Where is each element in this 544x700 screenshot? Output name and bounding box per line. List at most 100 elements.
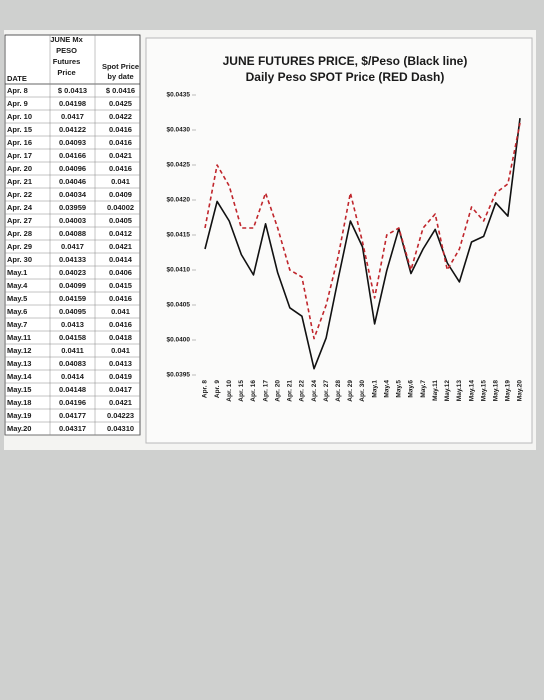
y-tick-label: $0.0420 — [167, 197, 191, 204]
cell: 0.04083 — [59, 359, 86, 368]
cell: Apr. 8 — [7, 86, 28, 95]
table-bg — [4, 34, 141, 436]
cell: 0.04196 — [59, 398, 86, 407]
x-tick-label: May.7 — [420, 380, 427, 398]
cell: Apr. 16 — [7, 138, 32, 147]
cell: May.11 — [7, 333, 31, 342]
header-text: JUNE Mx — [50, 35, 83, 44]
cell: Apr. 28 — [7, 229, 32, 238]
x-tick-label: Apr. 17 — [262, 380, 269, 402]
series-line — [204, 122, 521, 340]
x-tick-label: May.18 — [492, 380, 499, 402]
cell: 0.04088 — [59, 229, 86, 238]
cell: Apr. 17 — [7, 151, 32, 160]
y-tick-label: $0.0400 — [167, 337, 191, 344]
series-line — [204, 118, 521, 370]
cell: 0.0425 — [109, 99, 132, 108]
cell: 0.0417 — [61, 112, 84, 121]
cell: 0.04310 — [107, 424, 134, 433]
x-tick-label: May.6 — [408, 380, 415, 398]
cell: 0.04148 — [59, 385, 86, 394]
cell: 0.0416 — [109, 138, 132, 147]
cell: 0.0411 — [61, 346, 84, 355]
x-tick-label: Apr. 28 — [335, 380, 342, 402]
cell: Apr. 10 — [7, 112, 32, 121]
cell: 0.04177 — [59, 411, 86, 420]
chart-subtitle: Daily Peso SPOT Price (RED Dash) — [246, 70, 445, 84]
x-tick-label: May.14 — [468, 380, 475, 402]
cell: 0.04099 — [59, 281, 86, 290]
cell: 0.0413 — [109, 359, 132, 368]
cell: 0.041 — [111, 307, 130, 316]
cell: 0.04198 — [59, 99, 86, 108]
cell: May.15 — [7, 385, 31, 394]
cell: Apr. 15 — [7, 125, 32, 134]
cell: May.5 — [7, 294, 27, 303]
cell: 0.0405 — [109, 216, 132, 225]
cell: 0.04034 — [59, 190, 87, 199]
cell: 0.0412 — [109, 229, 132, 238]
cell: 0.04096 — [59, 164, 86, 173]
chart-frame — [145, 37, 533, 444]
cell: Apr. 29 — [7, 242, 32, 251]
cell: 0.0422 — [109, 112, 132, 121]
cell: 0.04095 — [59, 307, 86, 316]
header-text: Price — [57, 68, 75, 77]
x-tick-label: May.20 — [517, 380, 524, 402]
x-tick-label: Apr. 9 — [214, 380, 221, 398]
cell: Apr. 22 — [7, 190, 32, 199]
header-text: Futures — [53, 57, 81, 66]
cell: May.19 — [7, 411, 31, 420]
cell: May.13 — [7, 359, 31, 368]
x-tick-label: Apr. 20 — [274, 380, 281, 402]
y-tick-label: $0.0395 — [167, 372, 191, 379]
cell: 0.0409 — [109, 190, 132, 199]
y-tick-label: $0.0410 — [167, 267, 191, 274]
cell: 0.0416 — [109, 125, 132, 134]
cell: $ 0.0413 — [58, 86, 87, 95]
cell: 0.041 — [111, 346, 130, 355]
cell: 0.0417 — [61, 242, 84, 251]
x-tick-label: May.11 — [432, 380, 439, 401]
cell: 0.04023 — [59, 268, 86, 277]
cell: 0.04317 — [59, 424, 86, 433]
y-tick-label: $0.0435 — [167, 92, 191, 99]
x-tick-label: May.13 — [456, 380, 463, 402]
cell: May.20 — [7, 424, 31, 433]
x-tick-label: May.15 — [480, 380, 487, 402]
y-tick-label: $0.0430 — [167, 127, 191, 134]
cell: 0.0417 — [109, 385, 132, 394]
cell: 0.0414 — [61, 372, 85, 381]
cell: Apr. 20 — [7, 164, 32, 173]
cell: Apr. 9 — [7, 99, 28, 108]
x-tick-label: Apr. 16 — [250, 380, 257, 402]
cell: 0.04093 — [59, 138, 86, 147]
cell: Apr. 30 — [7, 255, 32, 264]
y-tick-label: $0.0405 — [167, 302, 191, 309]
x-tick-label: Apr. 10 — [226, 380, 233, 402]
x-tick-label: May.19 — [505, 380, 512, 402]
cell: May.1 — [7, 268, 27, 277]
x-tick-label: May.1 — [371, 380, 378, 398]
cell: 0.0414 — [109, 255, 133, 264]
cell: 0.0413 — [61, 320, 84, 329]
cell: Apr. 21 — [7, 177, 32, 186]
y-tick-label: $0.0415 — [167, 232, 191, 239]
cell: 0.0419 — [109, 372, 132, 381]
cell: 0.0421 — [109, 151, 132, 160]
cell: 0.04002 — [107, 203, 134, 212]
x-tick-label: May.5 — [396, 380, 403, 398]
cell: 0.041 — [111, 177, 130, 186]
x-tick-label: Apr. 21 — [287, 380, 294, 402]
cell: $ 0.0416 — [106, 86, 135, 95]
cell: 0.04223 — [107, 411, 134, 420]
cell: May.18 — [7, 398, 31, 407]
x-tick-label: Apr. 8 — [202, 380, 209, 398]
cell: 0.0415 — [109, 281, 132, 290]
header-text: Spot Price — [102, 62, 139, 71]
cell: 0.04122 — [59, 125, 86, 134]
x-tick-label: Apr. 27 — [323, 380, 330, 402]
cell: May.4 — [7, 281, 28, 290]
